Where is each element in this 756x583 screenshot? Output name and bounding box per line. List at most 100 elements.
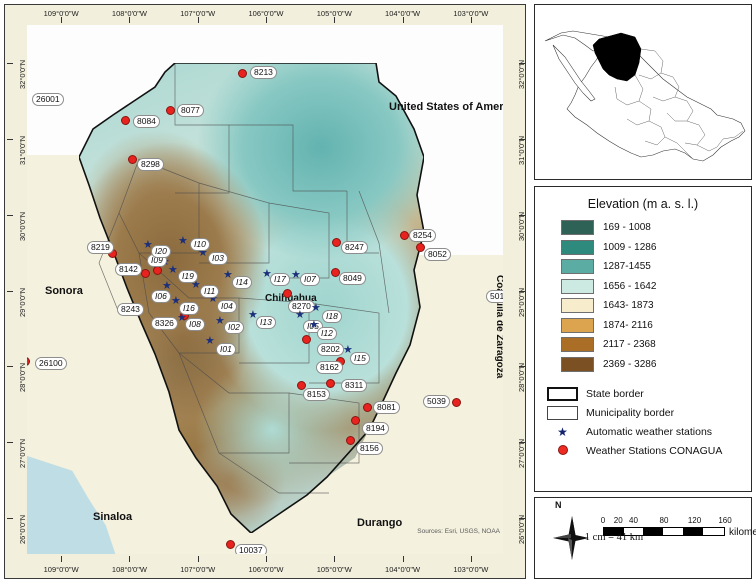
automatic-station-label: I20	[151, 245, 171, 258]
latitude-tick-mark	[519, 366, 525, 367]
legend-color-swatch	[561, 240, 594, 255]
latitude-tick-label: 30°0'0"N	[517, 211, 526, 240]
conagua-station-marker[interactable]	[128, 155, 137, 164]
conagua-station-label: 5013	[486, 290, 503, 303]
longitude-tick-label: 107°0'0"W	[180, 565, 215, 574]
legend-class-row: 1009 - 1286	[545, 238, 741, 258]
latitude-tick-mark	[7, 366, 13, 367]
conagua-station-marker[interactable]	[166, 106, 175, 115]
conagua-station-label: 8162	[316, 361, 343, 374]
automatic-station-star-icon[interactable]: ★	[178, 237, 188, 246]
automatic-station-label: I12	[317, 327, 337, 340]
latitude-tick-label: 26°0'0"N	[18, 515, 27, 544]
automatic-station-label: I07	[300, 273, 320, 286]
label-united-states: United States of America	[389, 101, 503, 113]
map-canvas[interactable]: United States of America Sonora Sinaloa …	[27, 25, 503, 554]
automatic-station-star-icon[interactable]: ★	[295, 311, 305, 320]
longitude-tick-mark	[61, 556, 62, 562]
scale-bar-unit: kilometers	[729, 527, 756, 538]
conagua-station-marker[interactable]	[141, 269, 150, 278]
latitude-tick-label: 29°0'0"N	[517, 287, 526, 316]
conagua-station-label: 8247	[341, 241, 368, 254]
conagua-station-marker[interactable]	[332, 238, 341, 247]
scale-tick-label: 40	[629, 516, 638, 525]
conagua-station-marker[interactable]	[452, 398, 461, 407]
label-durango: Durango	[357, 517, 402, 529]
automatic-station-label: I18	[322, 310, 342, 323]
longitude-tick-mark	[129, 556, 130, 562]
legend-color-swatch	[561, 298, 594, 313]
legend-symbol-label: Automatic weather stations	[586, 426, 712, 438]
main-map-frame[interactable]: United States of America Sonora Sinaloa …	[4, 4, 526, 579]
longitude-tick-mark	[198, 556, 199, 562]
conagua-station-marker[interactable]	[226, 540, 235, 549]
longitude-tick-mark	[198, 17, 199, 23]
conagua-station-label: 8081	[373, 401, 400, 414]
mexico-outline-map	[535, 5, 752, 180]
automatic-station-label: I17	[270, 273, 290, 286]
map-figure: United States of America Sonora Sinaloa …	[0, 0, 756, 583]
gulf-of-california	[27, 424, 137, 554]
automatic-station-star-icon[interactable]: ★	[205, 337, 215, 346]
conagua-station-label: 8202	[317, 343, 344, 356]
automatic-station-star-icon[interactable]: ★	[311, 304, 321, 313]
longitude-tick-mark	[334, 556, 335, 562]
map-attribution: Sources: Esri, USGS, NOAA	[417, 528, 500, 535]
latitude-tick-mark	[519, 291, 525, 292]
legend-symbol-row: ★Automatic weather stations	[545, 422, 741, 441]
conagua-station-marker[interactable]	[363, 403, 372, 412]
scale-tick-label: 120	[688, 516, 701, 525]
legend-panel[interactable]: Elevation (m a. s. l.) 169 - 10081009 - …	[534, 186, 752, 492]
automatic-station-label: I14	[232, 276, 252, 289]
legend-title: Elevation (m a. s. l.)	[545, 197, 741, 211]
chihuahua-state-raster	[79, 63, 424, 533]
latitude-tick-mark	[7, 291, 13, 292]
conagua-station-marker[interactable]	[400, 231, 409, 240]
latitude-tick-label: 27°0'0"N	[18, 439, 27, 468]
conagua-station-label: 8243	[117, 303, 144, 316]
latitude-tick-label: 28°0'0"N	[18, 363, 27, 392]
latitude-tick-label: 28°0'0"N	[517, 363, 526, 392]
legend-symbol-row: Weather Stations CONAGUA	[545, 441, 741, 460]
longitude-tick-mark	[471, 556, 472, 562]
conagua-station-marker[interactable]	[416, 243, 425, 252]
latitude-tick-mark	[519, 518, 525, 519]
longitude-tick-mark	[471, 17, 472, 23]
legend-class-label: 1643- 1873	[603, 300, 654, 311]
legend-color-swatch	[561, 357, 594, 372]
legend-symbol-label: State border	[586, 388, 644, 400]
conagua-station-label: 8052	[424, 248, 451, 261]
automatic-station-label: I04	[217, 300, 237, 313]
label-sinaloa: Sinaloa	[93, 511, 132, 523]
automatic-station-label: I11	[200, 285, 219, 298]
legend-class-label: 2117 - 2368	[603, 339, 656, 350]
automatic-station-label: I06	[151, 290, 171, 303]
legend-class-label: 1287-1455	[603, 261, 651, 272]
conagua-station-label: 8194	[362, 422, 389, 435]
conagua-station-marker[interactable]	[283, 289, 292, 298]
automatic-station-star-icon[interactable]: ★	[168, 266, 178, 275]
legend-color-swatch	[561, 337, 594, 352]
conagua-station-label: 8298	[137, 158, 164, 171]
conagua-station-marker[interactable]	[27, 357, 30, 366]
conagua-station-label: 8213	[250, 66, 277, 79]
conagua-station-marker[interactable]	[238, 69, 247, 78]
conagua-station-label: 8153	[303, 388, 330, 401]
conagua-station-marker[interactable]	[351, 416, 360, 425]
automatic-station-star-icon[interactable]: ★	[223, 271, 233, 280]
conagua-station-marker[interactable]	[121, 116, 130, 125]
conagua-station-marker[interactable]	[346, 436, 355, 445]
legend-color-swatch	[561, 279, 594, 294]
scale-panel: N 0204080120160 kilometers 1 cm = 41 km	[534, 497, 752, 579]
conagua-station-label: 8311	[341, 379, 367, 392]
automatic-station-label: I16	[179, 302, 199, 315]
legend-symbol-label: Weather Stations CONAGUA	[586, 445, 722, 457]
scale-tick-label: 160	[718, 516, 731, 525]
conagua-station-marker[interactable]	[326, 379, 335, 388]
legend-class-label: 1874- 2116	[603, 320, 653, 331]
conagua-station-marker[interactable]	[302, 335, 311, 344]
mexico-locator-inset[interactable]	[534, 4, 752, 180]
latitude-tick-mark	[7, 518, 13, 519]
automatic-station-label: I02	[224, 321, 244, 334]
latitude-tick-mark	[519, 63, 525, 64]
